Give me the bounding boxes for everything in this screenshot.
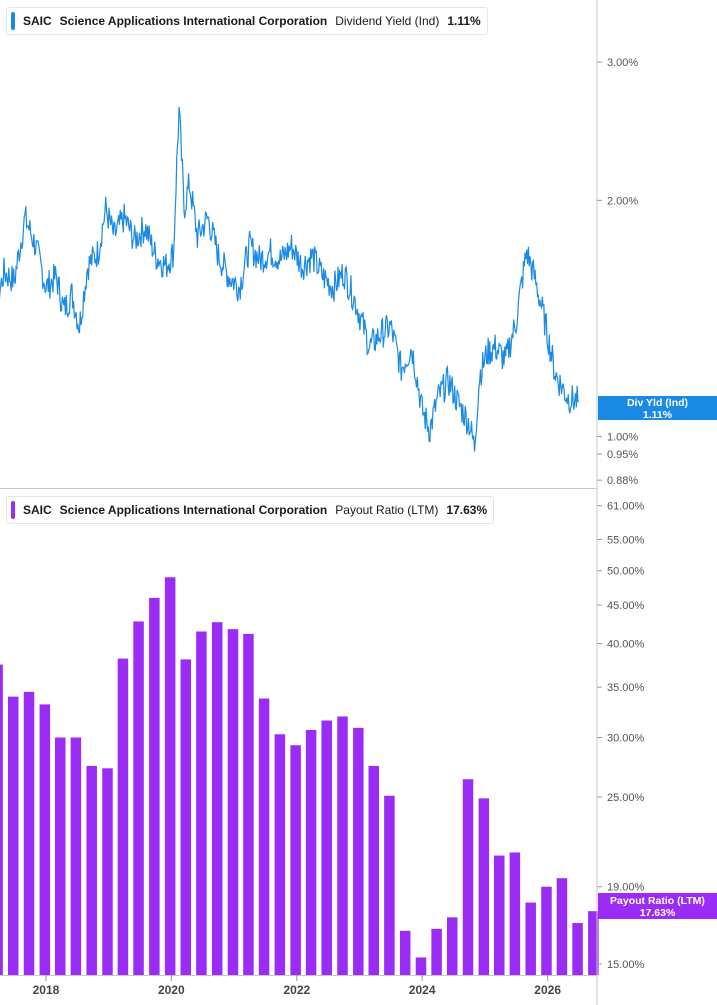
- legend-company: Science Applications International Corpo…: [59, 503, 328, 517]
- x-tick-label: 2018: [33, 983, 60, 997]
- payout-ratio-bar: [0, 664, 3, 975]
- payout-ratio-bar: [211, 622, 223, 975]
- payout-ratio-bar: [353, 727, 364, 975]
- axis-layer: 3.00% 2.00% 1.00% 0.95% 0.88% 61.00% 55.00% 50.…: [0, 0, 645, 1005]
- payout-ratio-plot: [0, 577, 599, 975]
- x-tick-label: 2024: [409, 983, 436, 997]
- payout-ratio-bar: [258, 698, 270, 975]
- payout-ratio-bar: [180, 659, 192, 975]
- payout-ratio-bar: [556, 878, 568, 975]
- payout-ratio-y-tick-label: 45.00%: [607, 600, 645, 612]
- payout-ratio-bar: [321, 720, 332, 975]
- payout-ratio-bar: [384, 795, 395, 975]
- payout-ratio-y-tick-label: 35.00%: [607, 682, 645, 694]
- payout-ratio-y-tick-label: 25.00%: [607, 792, 645, 804]
- payout-ratio-y-tick-label: 19.00%: [607, 882, 645, 894]
- payout-ratio-bar: [243, 633, 254, 975]
- legend-metric: Payout Ratio (LTM): [335, 503, 439, 517]
- legend-value: 1.11%: [447, 14, 481, 28]
- payout-ratio-y-tick-label: 40.00%: [607, 639, 645, 651]
- x-tick-label: 2022: [283, 983, 310, 997]
- payout-ratio-bar: [415, 957, 427, 975]
- dividend-yield-y-tick-label: 2.00%: [607, 195, 638, 207]
- legend-metric: Dividend Yield (Ind): [335, 14, 440, 28]
- payout-ratio-bar: [227, 629, 239, 975]
- legend-ticker: SAIC: [23, 503, 52, 517]
- payout-ratio-bar: [196, 631, 207, 975]
- payout-ratio-y-tick-label: 55.00%: [607, 535, 645, 547]
- payout-ratio-bar: [274, 734, 286, 975]
- dividend-yield-legend[interactable]: SAIC Science Applications International …: [6, 7, 488, 35]
- payout-ratio-bar: [149, 597, 160, 975]
- tag-value: 1.11%: [642, 409, 673, 421]
- legend-value: 17.63%: [446, 503, 488, 517]
- payout-ratio-bar: [509, 852, 521, 975]
- dividend-yield-y-tick-label: 0.88%: [607, 475, 638, 487]
- dividend-yield-swatch: [11, 12, 15, 30]
- payout-ratio-bar: [588, 911, 599, 975]
- dividend-yield-line: [0, 106, 580, 452]
- payout-ratio-bar: [305, 729, 317, 975]
- payout-ratio-bar: [572, 923, 583, 975]
- payout-ratio-bar: [7, 696, 19, 975]
- dividend-yield-plot: [0, 106, 580, 452]
- payout-ratio-bar: [478, 798, 490, 975]
- payout-ratio-bar: [431, 928, 442, 975]
- dividend-yield-value-tag: Div Yld (Ind) 1.11%: [598, 396, 717, 421]
- payout-ratio-bar: [70, 737, 82, 975]
- payout-ratio-bar: [55, 737, 66, 975]
- payout-ratio-bar: [102, 768, 113, 975]
- tag-label: Payout Ratio (LTM): [610, 895, 705, 907]
- tag-value: 17.63%: [639, 907, 676, 919]
- legend-company: Science Applications International Corpo…: [59, 14, 328, 28]
- payout-ratio-bar: [446, 917, 458, 975]
- payout-ratio-bar: [23, 691, 35, 975]
- payout-ratio-bar: [290, 745, 301, 975]
- payout-ratio-y-tick-label: 15.00%: [607, 959, 645, 971]
- payout-ratio-legend[interactable]: SAIC Science Applications International …: [6, 496, 495, 524]
- payout-ratio-value-tag: Payout Ratio (LTM) 17.63%: [598, 893, 717, 919]
- payout-ratio-bar: [368, 765, 380, 975]
- payout-ratio-bar: [462, 779, 474, 975]
- payout-ratio-y-tick-label: 50.00%: [607, 566, 645, 578]
- dividend-yield-y-tick-label: 0.95%: [607, 449, 638, 461]
- payout-ratio-bar: [117, 658, 129, 975]
- payout-ratio-bar: [337, 716, 348, 975]
- legend-ticker: SAIC: [23, 14, 52, 28]
- payout-ratio-y-tick-label: 61.00%: [607, 501, 645, 513]
- dividend-yield-y-tick-label: 3.00%: [607, 57, 638, 69]
- payout-ratio-bar: [164, 577, 176, 975]
- payout-ratio-bar: [494, 855, 505, 975]
- x-tick-label: 2026: [534, 983, 561, 997]
- payout-ratio-bar: [39, 704, 51, 975]
- tag-label: Div Yld (Ind): [626, 397, 689, 409]
- payout-ratio-bar: [399, 930, 411, 975]
- dividend-yield-y-tick-label: 1.00%: [607, 432, 638, 444]
- payout-ratio-y-tick-label: 30.00%: [607, 733, 645, 745]
- payout-ratio-swatch: [11, 501, 15, 519]
- payout-ratio-bar: [541, 886, 552, 975]
- payout-ratio-bar: [525, 902, 536, 975]
- x-tick-label: 2020: [158, 983, 185, 997]
- payout-ratio-bar: [133, 621, 144, 975]
- payout-ratio-bar: [86, 765, 97, 975]
